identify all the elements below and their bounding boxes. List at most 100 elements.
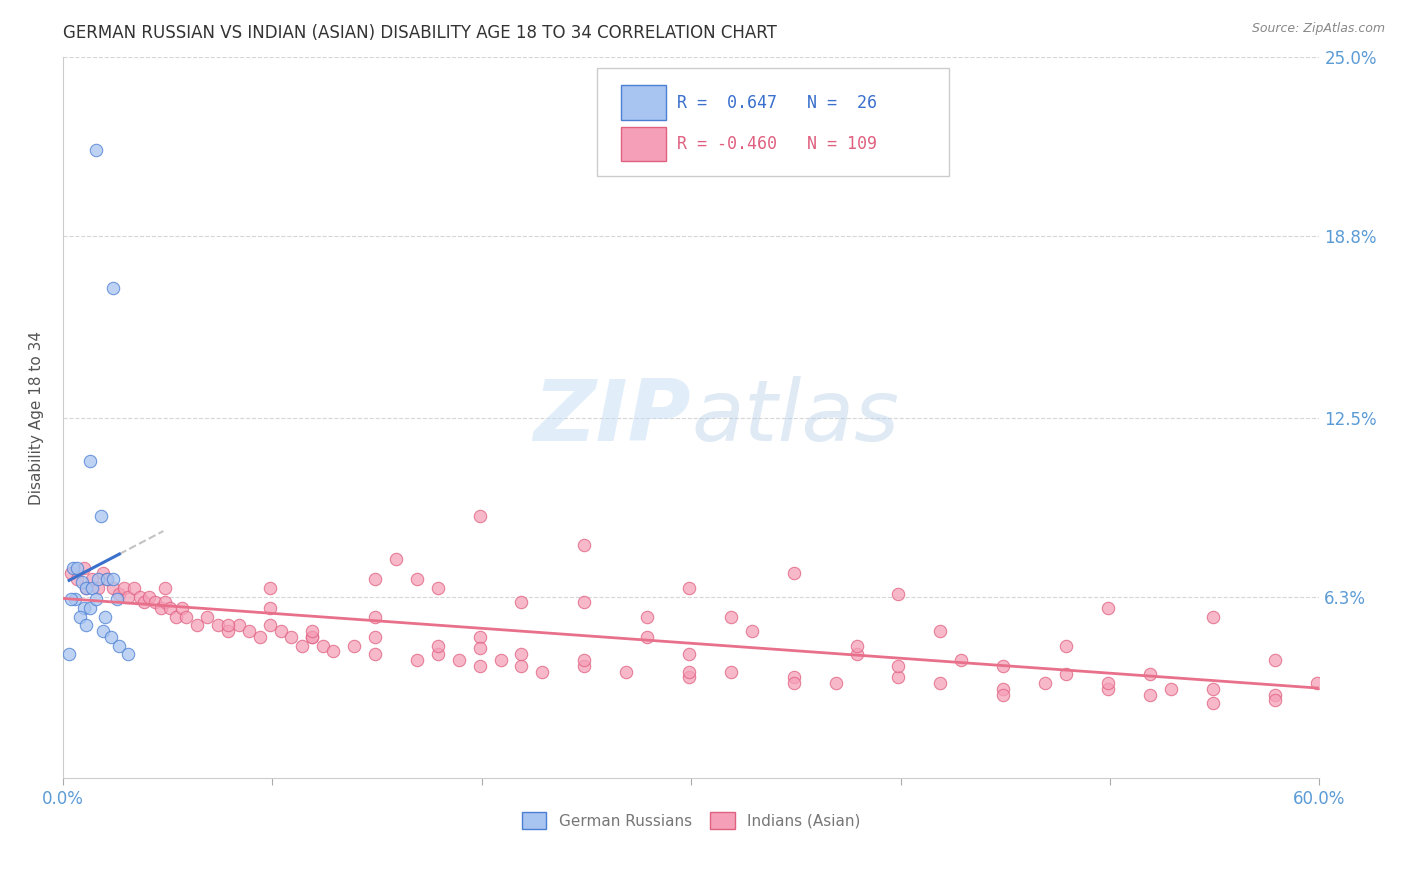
Point [75,581,97,595]
Point [405,653,427,667]
Point [155,595,177,609]
Point [950,653,973,667]
Point [468,641,491,656]
Point [678,581,700,595]
Point [159,601,181,615]
Point [364,630,387,644]
Text: R = -0.460   N = 109: R = -0.460 N = 109 [678,135,877,153]
Point [1264,688,1286,702]
Point [301,630,323,644]
Point [73,560,96,574]
Point [60,592,83,607]
Text: R =  0.647   N =  26: R = 0.647 N = 26 [678,94,877,112]
Point [150,601,173,615]
Text: ZIP: ZIP [533,376,692,459]
FancyBboxPatch shape [621,127,666,161]
Point [426,647,449,661]
Point [280,630,302,644]
Point [468,658,491,673]
Point [65,592,87,607]
Point [66,560,89,574]
Point [93,609,115,624]
Point [447,653,470,667]
Point [636,630,658,644]
Point [993,658,1015,673]
Point [1033,676,1056,690]
Point [301,630,323,644]
Point [290,639,312,653]
Point [1097,681,1119,696]
Point [385,552,408,566]
Point [186,618,208,632]
Point [134,595,156,609]
Y-axis label: Disability Age 18 to 34: Disability Age 18 to 34 [30,331,44,505]
Point [91,566,114,581]
Point [845,639,868,653]
Point [1054,639,1077,653]
Point [1201,609,1223,624]
Point [259,618,281,632]
Point [96,572,118,586]
Point [887,587,910,601]
Point [87,581,110,595]
Point [60,566,83,581]
Point [79,454,101,468]
Point [66,572,89,586]
Point [783,676,806,690]
Point [259,581,281,595]
Point [176,609,198,624]
Point [1264,693,1286,707]
Point [1160,681,1182,696]
Point [1139,688,1161,702]
Text: atlas: atlas [692,376,898,459]
Point [86,143,108,157]
Point [343,639,366,653]
Point [614,665,637,679]
Point [207,618,229,632]
Point [322,644,344,658]
Point [364,609,387,624]
Point [108,639,131,653]
Text: GERMAN RUSSIAN VS INDIAN (ASIAN) DISABILITY AGE 18 TO 34 CORRELATION CHART: GERMAN RUSSIAN VS INDIAN (ASIAN) DISABIL… [63,24,776,42]
Point [364,572,387,586]
Point [87,572,110,586]
Point [122,581,145,595]
Point [89,508,111,523]
Point [117,647,139,661]
Point [311,639,333,653]
Point [887,670,910,684]
Point [720,609,742,624]
Point [405,572,427,586]
Point [993,688,1015,702]
Point [720,665,742,679]
Point [105,592,128,607]
Point [783,566,806,581]
Point [1097,676,1119,690]
Point [82,572,104,586]
Point [112,581,135,595]
Point [678,670,700,684]
Point [531,665,554,679]
Point [101,572,124,586]
Point [75,581,97,595]
Point [510,658,533,673]
Point [468,630,491,644]
Point [172,601,194,615]
Point [228,618,250,632]
Point [574,653,596,667]
Point [574,658,596,673]
Point [510,647,533,661]
Point [138,590,160,604]
Point [259,601,281,615]
Point [96,572,118,586]
Point [58,647,80,661]
Point [426,581,449,595]
Text: Source: ZipAtlas.com: Source: ZipAtlas.com [1251,22,1385,36]
Point [1264,653,1286,667]
Point [678,647,700,661]
FancyBboxPatch shape [598,68,949,177]
Point [929,624,952,639]
Point [117,590,139,604]
Point [165,609,187,624]
Point [824,676,846,690]
